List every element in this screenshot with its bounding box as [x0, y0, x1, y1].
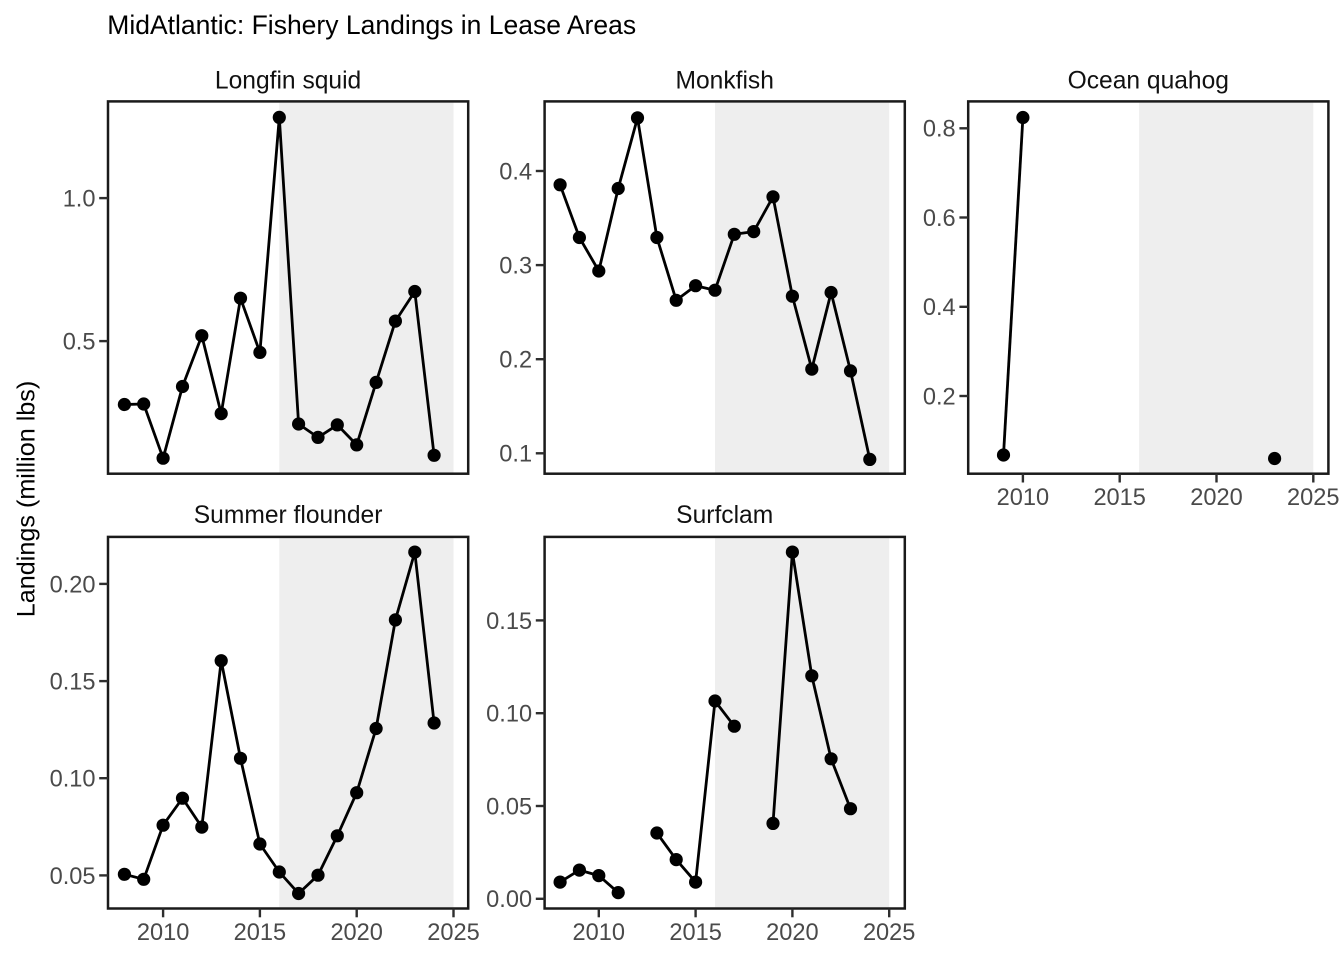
- svg-text:0.2: 0.2: [923, 384, 956, 410]
- svg-text:Surfclam: Surfclam: [676, 502, 773, 529]
- svg-text:2015: 2015: [234, 920, 287, 946]
- svg-text:0.6: 0.6: [923, 206, 956, 232]
- svg-text:2015: 2015: [1093, 485, 1146, 511]
- svg-text:1.0: 1.0: [63, 187, 96, 213]
- svg-text:0.20: 0.20: [50, 572, 96, 598]
- svg-text:Landings (million lbs): Landings (million lbs): [13, 381, 41, 618]
- svg-text:Summer flounder: Summer flounder: [194, 502, 383, 529]
- svg-text:0.15: 0.15: [50, 670, 96, 696]
- svg-text:0.5: 0.5: [63, 330, 96, 356]
- svg-text:0.4: 0.4: [499, 159, 532, 185]
- svg-text:2020: 2020: [330, 920, 383, 946]
- svg-text:2025: 2025: [863, 920, 916, 946]
- svg-text:0.05: 0.05: [486, 794, 532, 820]
- svg-text:0.10: 0.10: [50, 767, 96, 793]
- svg-text:0.1: 0.1: [499, 442, 532, 468]
- svg-text:0.10: 0.10: [486, 702, 532, 728]
- svg-text:2020: 2020: [1190, 485, 1243, 511]
- svg-text:2020: 2020: [766, 920, 819, 946]
- svg-text:2015: 2015: [669, 920, 722, 946]
- svg-text:Monkfish: Monkfish: [675, 68, 773, 95]
- svg-text:2025: 2025: [1287, 485, 1340, 511]
- svg-text:0.05: 0.05: [50, 864, 96, 890]
- svg-text:0.3: 0.3: [499, 254, 532, 280]
- svg-text:Ocean quahog: Ocean quahog: [1068, 68, 1229, 95]
- svg-text:0.15: 0.15: [486, 609, 532, 635]
- svg-text:0.4: 0.4: [923, 295, 956, 321]
- svg-text:2010: 2010: [137, 920, 190, 946]
- svg-text:2010: 2010: [573, 920, 626, 946]
- svg-text:0.2: 0.2: [499, 348, 532, 374]
- svg-text:2010: 2010: [997, 485, 1050, 511]
- svg-text:2025: 2025: [427, 920, 480, 946]
- svg-text:Longfin squid: Longfin squid: [215, 68, 361, 95]
- svg-text:0.00: 0.00: [486, 887, 532, 913]
- svg-text:MidAtlantic: Fishery Landings: MidAtlantic: Fishery Landings in Lease A…: [107, 10, 636, 40]
- svg-text:0.8: 0.8: [923, 117, 956, 143]
